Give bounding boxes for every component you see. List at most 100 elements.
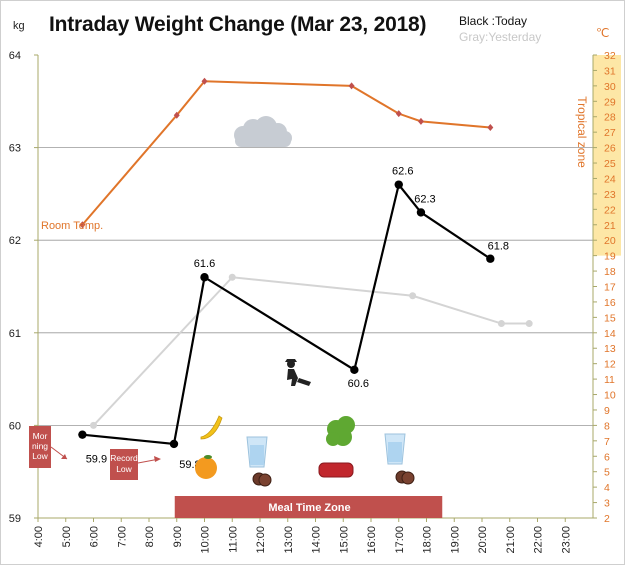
temp-tick-label: 16 xyxy=(604,297,616,309)
meat-icon xyxy=(395,470,415,485)
yesterday-line xyxy=(92,276,530,427)
person-body xyxy=(287,369,298,386)
lettuce-icon xyxy=(326,416,355,446)
temp-tick-label: 24 xyxy=(604,173,616,185)
x-tick-label: 15:00 xyxy=(338,526,350,554)
morning-low-arrowhead xyxy=(61,454,67,459)
x-tick-label: 12:00 xyxy=(255,526,267,554)
temp-tick-label: 18 xyxy=(604,266,616,278)
x-tick-label: 20:00 xyxy=(477,526,489,554)
orange-leaf xyxy=(204,455,212,459)
temp-tick-label: 17 xyxy=(604,282,616,294)
temp-tick-label: 11 xyxy=(604,374,615,386)
y-tick-label: 59 xyxy=(9,513,21,525)
y-tick-label: 63 xyxy=(9,143,21,155)
lettuce-leaf xyxy=(326,432,340,446)
today-data-label: 62.3 xyxy=(414,193,435,205)
temp-tick-label: 26 xyxy=(604,143,616,155)
temp-tick-label: 10 xyxy=(604,390,616,402)
x-tick-label: 22:00 xyxy=(533,526,545,554)
x-tick-label: 6:00 xyxy=(89,526,101,547)
tropical-zone-band xyxy=(593,55,621,256)
steak-icon xyxy=(318,462,354,478)
meal-time-zone-label: Meal Time Zone xyxy=(268,502,350,514)
water-glass-icon xyxy=(384,433,406,465)
morning-low-box xyxy=(29,426,51,468)
x-tick-label: 4:00 xyxy=(33,526,45,547)
temp-tick-label: 31 xyxy=(604,65,616,77)
meal-time-zone-bar xyxy=(174,496,443,518)
temp-tick-label: 29 xyxy=(604,96,616,108)
today-data-label: 61.6 xyxy=(194,258,215,270)
record-low-label: Record xyxy=(110,453,138,463)
x-tick-label: 7:00 xyxy=(116,526,128,547)
room-temp-point xyxy=(173,111,180,119)
temp-tick-label: 19 xyxy=(604,251,616,263)
x-tick-label: 14:00 xyxy=(311,526,323,554)
room-temp-point xyxy=(79,221,86,229)
temp-tick-label: 22 xyxy=(604,204,616,216)
yesterday-point xyxy=(497,320,505,328)
x-tick-label: 17:00 xyxy=(394,526,406,554)
yesterday-point xyxy=(525,320,533,328)
cloud-icon xyxy=(234,116,292,147)
room-temp-point xyxy=(417,117,424,125)
temp-tick-label: 30 xyxy=(604,81,616,93)
temp-tick-label: 7 xyxy=(604,436,610,448)
x-tick-label: 23:00 xyxy=(560,526,572,554)
person-hat xyxy=(285,359,297,362)
banana-icon xyxy=(200,415,223,440)
record-low-box xyxy=(110,449,138,480)
x-tick-label: 21:00 xyxy=(505,526,517,554)
temp-tick-label: 23 xyxy=(604,189,616,201)
room-temp-label: Room Temp. xyxy=(41,220,103,232)
record-low-arrowhead xyxy=(154,456,161,462)
today-point xyxy=(200,273,209,282)
today-point xyxy=(350,365,359,375)
x-tick-label: 18:00 xyxy=(422,526,434,554)
today-data-label: 59.9 xyxy=(86,454,107,466)
today-point xyxy=(416,208,426,217)
morning-low-label: Mor xyxy=(33,431,48,441)
glass-water xyxy=(388,442,402,462)
x-tick-label: 19:00 xyxy=(449,526,461,554)
today-data-label: 61.8 xyxy=(488,241,509,253)
y-tick-label: 61 xyxy=(9,328,21,340)
x-tick-label: 16:00 xyxy=(366,526,378,554)
x-tick-label: 13:00 xyxy=(283,526,295,554)
gardening-person-icon xyxy=(285,359,311,386)
morning-low-label: Low xyxy=(32,451,48,461)
y-tick-label: 60 xyxy=(9,420,21,432)
x-tick-label: 10:00 xyxy=(200,526,212,554)
room-temp-point xyxy=(395,110,402,118)
temp-tick-label: 5 xyxy=(604,467,610,479)
x-tick-label: 5:00 xyxy=(61,526,73,547)
y-axis-unit: kg xyxy=(13,20,25,32)
yesterday-point xyxy=(90,421,97,429)
today-data-label: 62.6 xyxy=(392,166,413,178)
temp-tick-label: 32 xyxy=(604,50,616,62)
temp-tick-label: 6 xyxy=(604,451,610,463)
cloud-shape xyxy=(235,135,291,147)
yesterday-point xyxy=(409,292,417,300)
temp-tick-label: 20 xyxy=(604,235,616,247)
room-temp-point xyxy=(487,124,494,132)
today-data-label: 60.6 xyxy=(348,378,369,390)
x-tick-label: 9:00 xyxy=(172,526,184,547)
temp-tick-label: 15 xyxy=(604,312,616,324)
temp-axis-unit: ℃ xyxy=(596,26,609,40)
legend-today: Black :Today xyxy=(459,14,528,28)
temp-tick-label: 27 xyxy=(604,127,616,139)
today-line xyxy=(82,182,491,446)
room-temp-point xyxy=(348,82,355,90)
temp-tick-label: 4 xyxy=(604,482,610,494)
temp-tick-label: 28 xyxy=(604,112,616,124)
x-tick-label: 11:00 xyxy=(227,526,239,553)
temp-tick-label: 25 xyxy=(604,158,616,170)
record-low-label: Low xyxy=(116,464,132,474)
tropical-zone-label: Tropical zone xyxy=(575,96,589,168)
meat-piece xyxy=(258,473,272,487)
meat-icon xyxy=(252,472,272,487)
y-tick-label: 62 xyxy=(9,235,21,247)
